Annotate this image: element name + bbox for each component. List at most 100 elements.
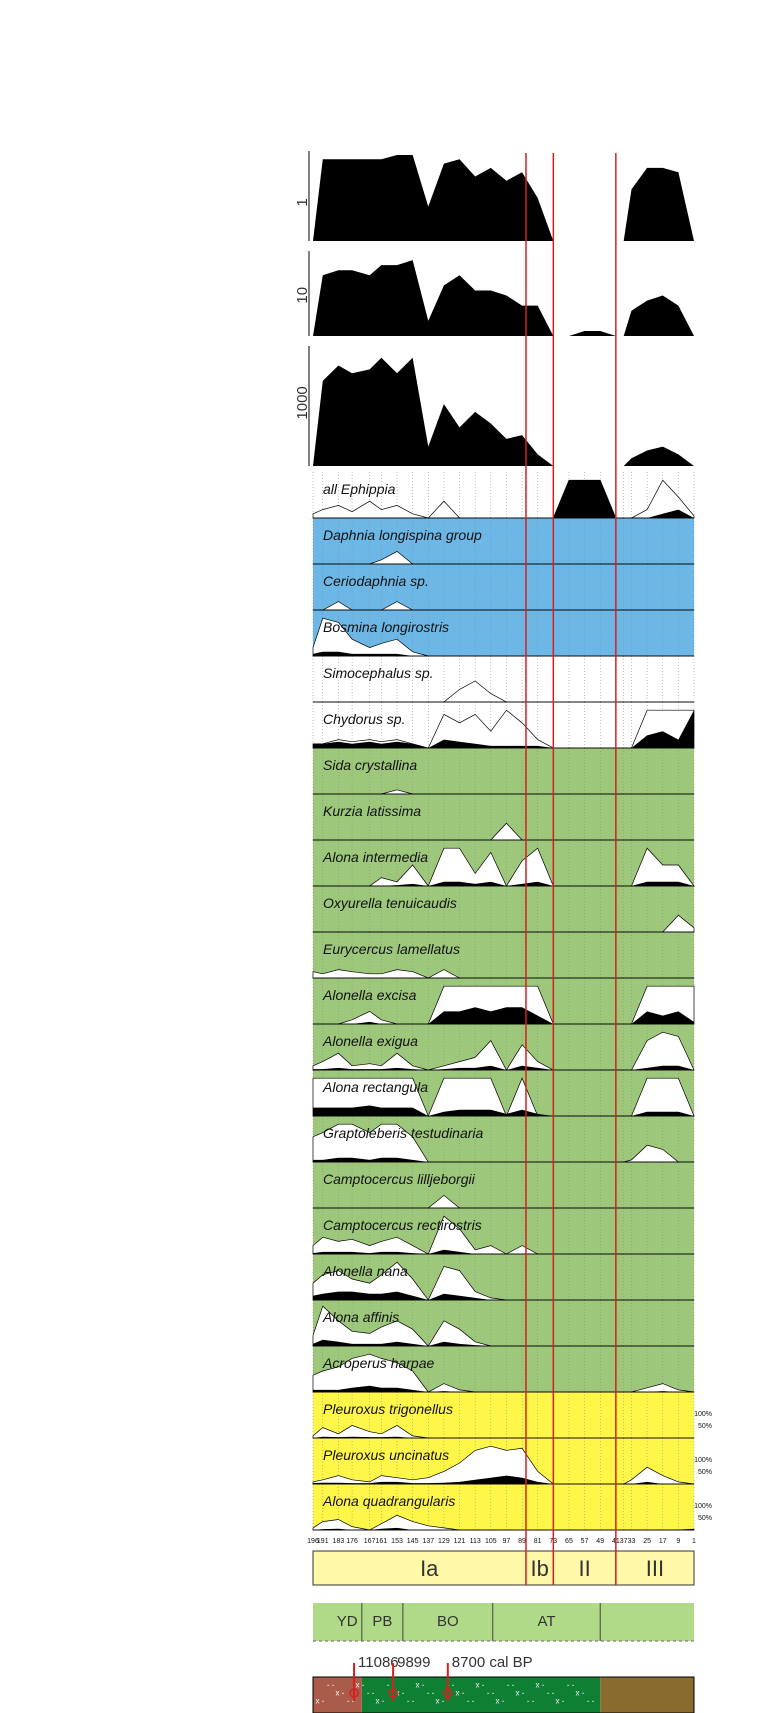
species-panel: Acroperus harpae [312,1346,695,1393]
species-panel: Pleuroxus trigonellus 50% 100% [312,1392,712,1439]
species-panel: Graptoleberis testudinaria [312,1116,695,1163]
summary-area [313,260,694,336]
species-band [313,1024,694,1070]
litho-dash: - x [495,1697,504,1706]
species-panel: Ceriodaphnia sp. [312,564,695,611]
species-band [313,748,694,794]
chrono-zone-label: YD [337,1613,358,1630]
species-band [313,886,694,932]
species-panel: Kurzia latissima [312,794,695,841]
species-panel: Alona quadrangularis 50% 100% [312,1484,712,1531]
outline-area [313,985,695,1025]
summary-area [313,357,694,466]
depth-tick-label: 57 [581,1538,589,1545]
solid-area [313,480,694,518]
species-panel: Alona rectangula [312,1070,695,1117]
species-label: Daphnia longispina group [323,527,482,543]
scale-label: 100% [694,1457,712,1464]
litho-dash: - - [386,1681,394,1690]
species-label: Pleuroxus trigonellus [323,1401,453,1417]
solid-area [313,1249,694,1254]
depth-tick-label: 33 [628,1538,636,1545]
solid-area [313,710,694,748]
date-label: 11086 [358,1654,399,1671]
species-band [313,656,694,702]
species-panel: all Ephippia [312,472,695,519]
litho-dash: - x [435,1697,444,1706]
depth-tick-label: 113 [470,1538,481,1545]
solid-area [313,651,694,656]
species-panel: Simocephalus sp. [312,656,695,703]
chrono-zone-label: AT [537,1613,555,1630]
scale-label: 100% [694,1503,712,1510]
outline-area [312,709,695,749]
species-band [313,1162,694,1208]
species-panel: Oxyurella tenuicaudis [312,886,695,933]
species-panel: Alona intermedia [312,840,695,887]
litho-dash: - x [555,1697,564,1706]
depth-tick-label: 49 [596,1538,604,1545]
litho-dash: - - [446,1681,454,1690]
summary-tick-label: 10 [294,287,311,304]
litho-dash: - x [575,1689,584,1698]
species-panel: Chydorus sp. [312,702,695,749]
depth-tick-label: 89 [518,1538,526,1545]
depth-tick-label: 183 [333,1538,345,1545]
depth-tick-label: 9 [676,1538,680,1545]
scale-label: 50% [698,1515,712,1522]
solid-area [313,1157,694,1162]
summary-curve: 10 [294,251,694,336]
species-label: Alona intermedia [322,849,428,865]
species-panel: Daphnia longispina group [312,518,695,565]
solid-area [313,1065,694,1070]
chronostratigraphy: YD PB BO AT [313,1603,694,1642]
scale-label: 100% [694,1411,712,1418]
depth-tick-label: 37 [620,1538,628,1545]
species-label: Alona affinis [322,1309,399,1325]
solid-area [313,1475,694,1484]
litho-dash: - - [526,1697,534,1706]
litho-brown [600,1677,694,1713]
depth-tick-label: 167 [364,1538,376,1545]
species-panel: Camptocercus rectirostris [312,1208,695,1255]
species-label: Camptocercus rectirostris [323,1217,482,1233]
species-band [313,1484,694,1530]
species-band [313,518,694,564]
depth-tick-label: 196 [307,1538,319,1545]
scale-label: 50% [698,1423,712,1430]
chrono-zone-label: BO [437,1613,459,1630]
depth-tick-label: 17 [659,1538,667,1545]
summary-curves: 1000 10 1 [294,151,694,466]
solid-area [313,1385,694,1392]
species-panel: Sida crystallina [312,748,695,795]
species-label: Sida crystallina [323,757,417,773]
zone-label: Ib [530,1556,548,1581]
date-pin-head [388,1688,398,1698]
species-label: Chydorus sp. [323,711,405,727]
species-panel: Eurycercus lamellatus [312,932,695,979]
litho-dash: - - [426,1689,434,1698]
species-panel: Alonella exigua [312,1024,695,1071]
litho-frame [312,1676,695,1713]
zone-label: II [578,1556,590,1581]
summary-curve: 1 [294,151,694,241]
solid-area [313,881,694,886]
species-label: Alonella excisa [322,987,417,1003]
depth-tick-label: 161 [376,1538,388,1545]
depth-tick-label: 176 [346,1538,358,1545]
species-label: Oxyurella tenuicaudis [323,895,457,911]
depth-tick-label: 137 [422,1538,434,1545]
date-label: 8700 cal BP [452,1654,533,1671]
zone-band: Ia Ib II III [312,1550,695,1586]
species-label: Ceriodaphnia sp. [323,573,429,589]
summary-tick-label: 1000 [294,386,311,419]
species-label: all Ephippia [323,481,396,497]
litho-dash: - - [546,1689,554,1698]
scale-label: 50% [698,1469,712,1476]
litho-dash: - x [515,1689,524,1698]
species-label: Alonella exigua [322,1033,418,1049]
depth-axis: 1917253337414957657381899710511312112913… [307,1538,696,1545]
species-band [313,840,694,886]
